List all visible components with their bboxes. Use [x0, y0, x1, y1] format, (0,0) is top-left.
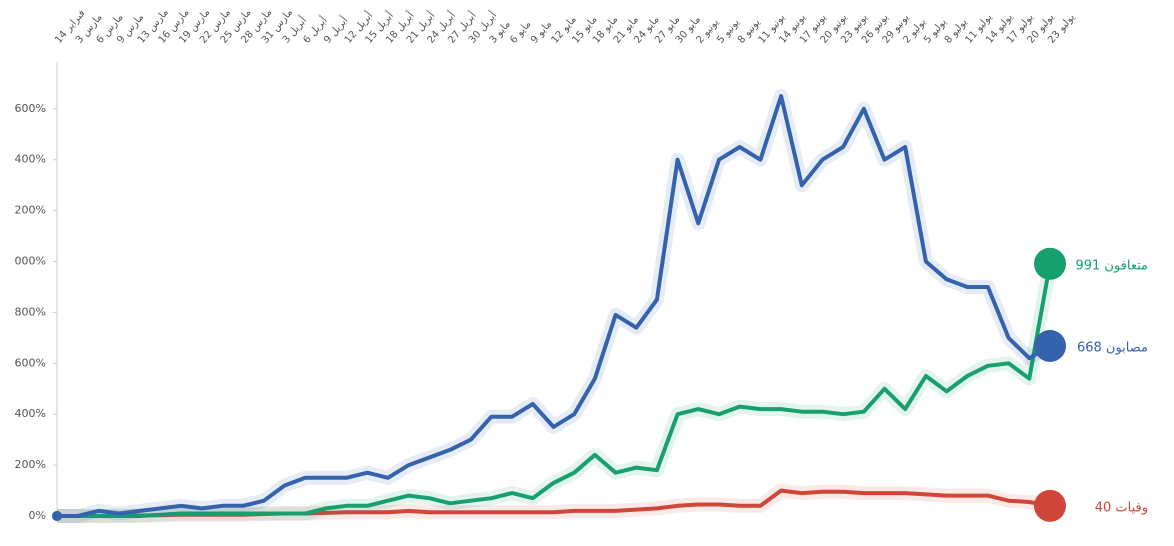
y-tick-label: 0%: [29, 509, 46, 522]
y-tick-label: 000%: [15, 255, 46, 268]
start-dot: [52, 511, 62, 521]
y-tick-label: 800%: [15, 305, 46, 318]
end-dot: [1034, 329, 1066, 362]
x-tick-label: مايو 9: [529, 19, 554, 46]
x-tick-label: مايو 6: [508, 19, 533, 46]
legend-label: متعافون 991: [1075, 258, 1148, 273]
y-tick-label: 400%: [15, 153, 46, 166]
y-tick-label: 600%: [15, 356, 46, 369]
end-dot: [1034, 489, 1066, 522]
series-line: [57, 94, 1052, 518]
y-tick-label: 600%: [15, 102, 46, 115]
legend-label: مصابون 668: [1077, 340, 1148, 355]
y-tick-label: 200%: [15, 458, 46, 471]
y-tick-label: 400%: [15, 407, 46, 420]
y-tick-label: 200%: [15, 204, 46, 217]
end-dot: [1034, 247, 1066, 280]
series-line: [57, 263, 1052, 518]
series-glow: [57, 262, 1057, 523]
legend-label: وفيات 40: [1095, 500, 1148, 515]
series-glow: [57, 89, 1054, 523]
